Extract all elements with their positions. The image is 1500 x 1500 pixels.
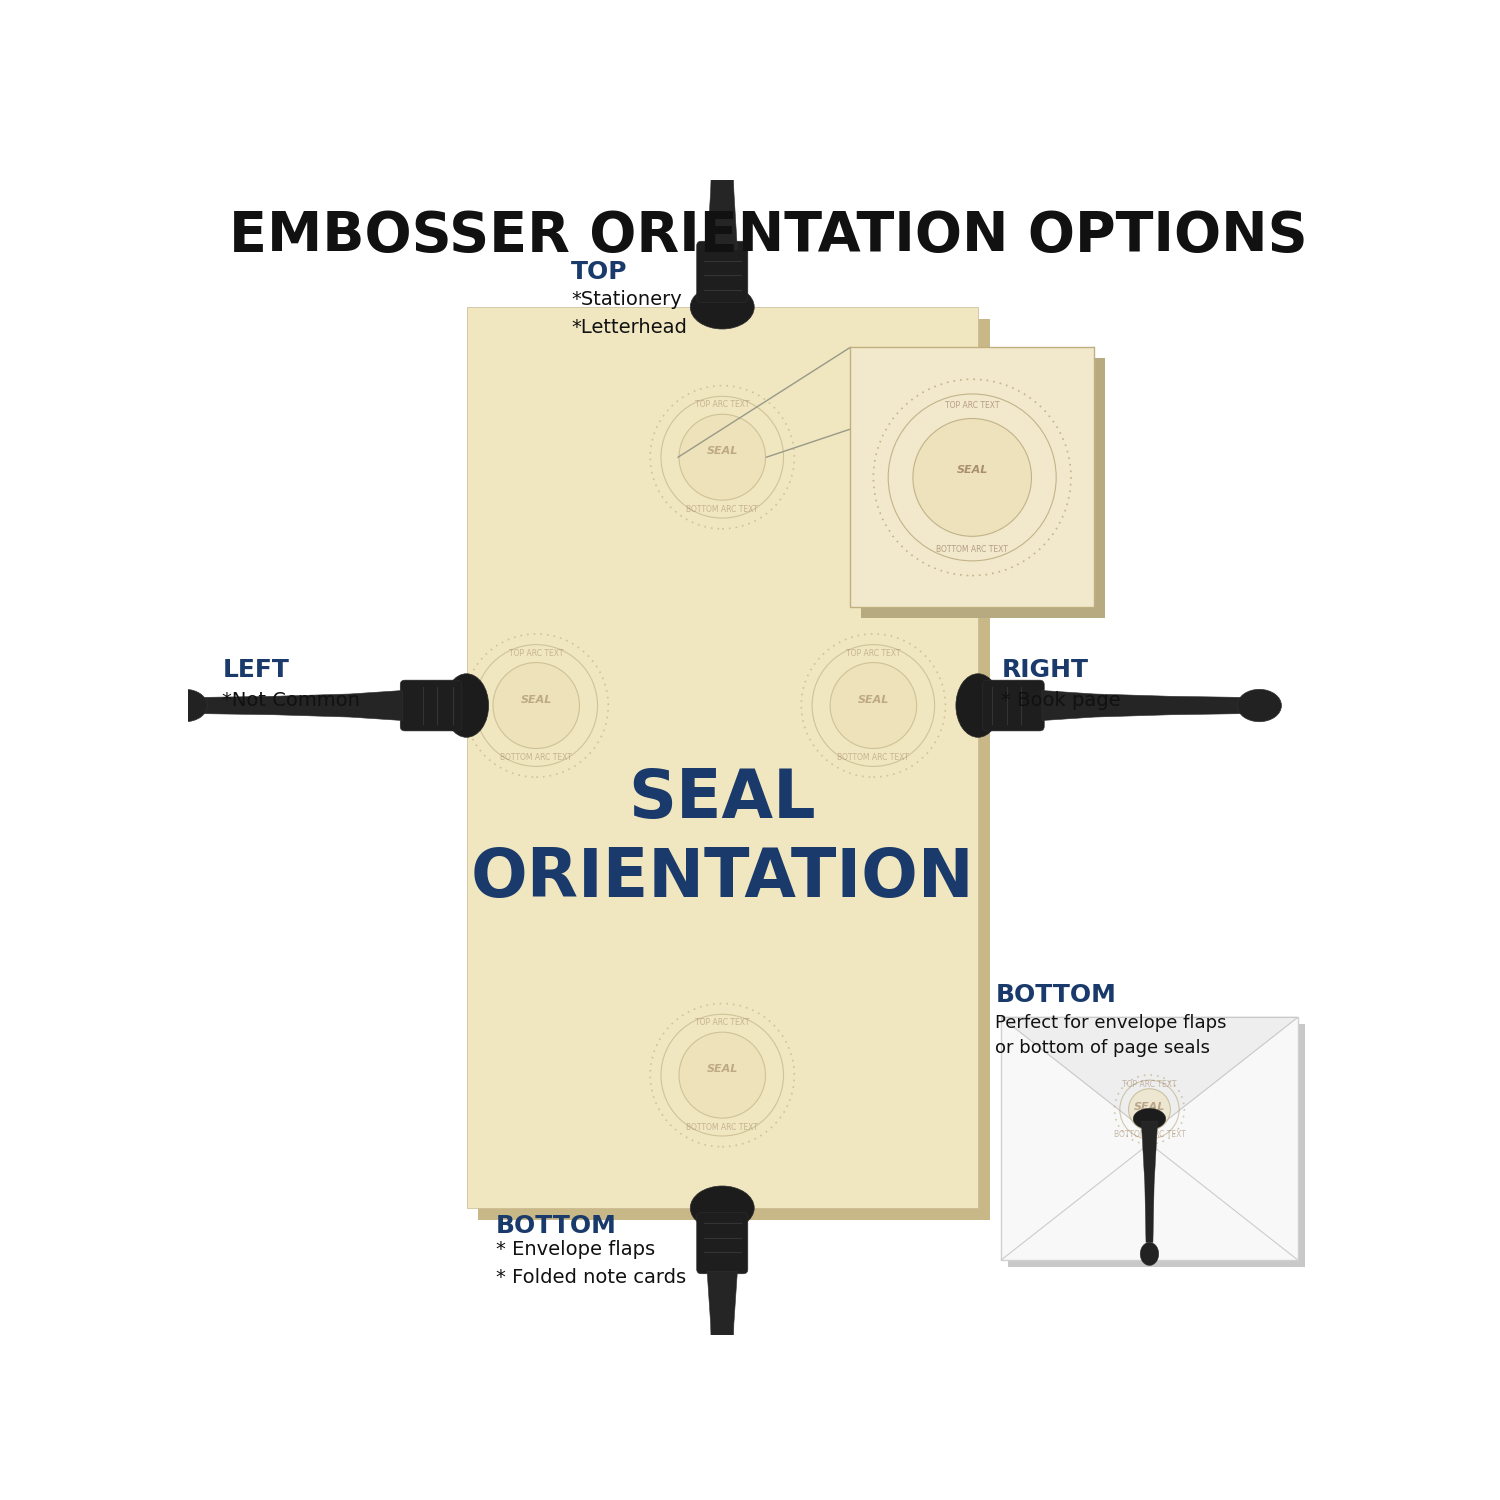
Text: TOP ARC TEXT: TOP ARC TEXT bbox=[1122, 1080, 1176, 1089]
Circle shape bbox=[1128, 1089, 1170, 1131]
Ellipse shape bbox=[444, 674, 489, 738]
Ellipse shape bbox=[712, 1482, 723, 1500]
Circle shape bbox=[494, 663, 579, 748]
Text: *Not Common: *Not Common bbox=[222, 690, 360, 709]
Ellipse shape bbox=[706, 1474, 738, 1500]
Bar bbox=[1002, 1017, 1298, 1260]
Text: EMBOSSER ORIENTATION OPTIONS: EMBOSSER ORIENTATION OPTIONS bbox=[230, 209, 1308, 262]
Text: *Stationery
*Letterhead: *Stationery *Letterhead bbox=[572, 290, 687, 336]
Text: SEAL: SEAL bbox=[520, 694, 552, 705]
Text: BOTTOM: BOTTOM bbox=[495, 1214, 616, 1237]
Text: SEAL: SEAL bbox=[957, 465, 988, 474]
Bar bbox=[861, 358, 1104, 618]
Bar bbox=[1008, 1024, 1305, 1268]
FancyBboxPatch shape bbox=[982, 680, 1044, 730]
Polygon shape bbox=[706, 1272, 738, 1479]
Text: * Book page: * Book page bbox=[1002, 690, 1120, 709]
Text: LEFT: LEFT bbox=[222, 658, 290, 682]
Text: TOP ARC TEXT: TOP ARC TEXT bbox=[846, 648, 900, 657]
Ellipse shape bbox=[712, 21, 723, 39]
Ellipse shape bbox=[164, 690, 207, 722]
Text: BOTTOM ARC TEXT: BOTTOM ARC TEXT bbox=[837, 753, 909, 762]
FancyBboxPatch shape bbox=[400, 680, 462, 730]
Circle shape bbox=[680, 1032, 765, 1118]
Ellipse shape bbox=[690, 285, 754, 328]
Text: SEAL: SEAL bbox=[1134, 1102, 1166, 1112]
Polygon shape bbox=[200, 690, 402, 720]
Polygon shape bbox=[1042, 690, 1245, 720]
Text: BOTTOM: BOTTOM bbox=[996, 982, 1116, 1006]
Text: Perfect for envelope flaps
or bottom of page seals: Perfect for envelope flaps or bottom of … bbox=[996, 1014, 1227, 1058]
Circle shape bbox=[680, 414, 765, 500]
Text: * Envelope flaps
* Folded note cards: * Envelope flaps * Folded note cards bbox=[495, 1240, 686, 1287]
Text: TOP ARC TEXT: TOP ARC TEXT bbox=[945, 400, 999, 410]
Text: BOTTOM ARC TEXT: BOTTOM ARC TEXT bbox=[687, 506, 758, 515]
Text: BOTTOM ARC TEXT: BOTTOM ARC TEXT bbox=[501, 753, 572, 762]
Text: BOTTOM ARC TEXT: BOTTOM ARC TEXT bbox=[687, 1124, 758, 1132]
Polygon shape bbox=[1002, 1017, 1298, 1134]
Text: RIGHT: RIGHT bbox=[1002, 658, 1088, 682]
Circle shape bbox=[830, 663, 916, 748]
Bar bbox=[478, 318, 990, 1220]
Bar bbox=[850, 348, 1094, 608]
Text: TOP: TOP bbox=[572, 260, 627, 284]
Ellipse shape bbox=[706, 13, 738, 57]
Text: SEAL: SEAL bbox=[706, 447, 738, 456]
Ellipse shape bbox=[1132, 1108, 1166, 1130]
Text: TOP ARC TEXT: TOP ARC TEXT bbox=[694, 400, 750, 410]
Polygon shape bbox=[706, 53, 738, 249]
Text: SEAL
ORIENTATION: SEAL ORIENTATION bbox=[471, 766, 974, 910]
Text: TOP ARC TEXT: TOP ARC TEXT bbox=[509, 648, 564, 657]
Text: BOTTOM ARC TEXT: BOTTOM ARC TEXT bbox=[1113, 1131, 1185, 1140]
FancyBboxPatch shape bbox=[696, 1212, 748, 1274]
Ellipse shape bbox=[956, 674, 1000, 738]
Bar bbox=[466, 308, 978, 1208]
Text: SEAL: SEAL bbox=[858, 694, 889, 705]
Circle shape bbox=[914, 419, 1032, 537]
Polygon shape bbox=[1142, 1120, 1158, 1242]
Text: TOP ARC TEXT: TOP ARC TEXT bbox=[694, 1019, 750, 1028]
Ellipse shape bbox=[690, 1186, 754, 1230]
Ellipse shape bbox=[1238, 690, 1281, 722]
Text: BOTTOM ARC TEXT: BOTTOM ARC TEXT bbox=[936, 544, 1008, 554]
Ellipse shape bbox=[1140, 1242, 1160, 1266]
Text: SEAL: SEAL bbox=[706, 1065, 738, 1074]
FancyBboxPatch shape bbox=[696, 242, 748, 303]
